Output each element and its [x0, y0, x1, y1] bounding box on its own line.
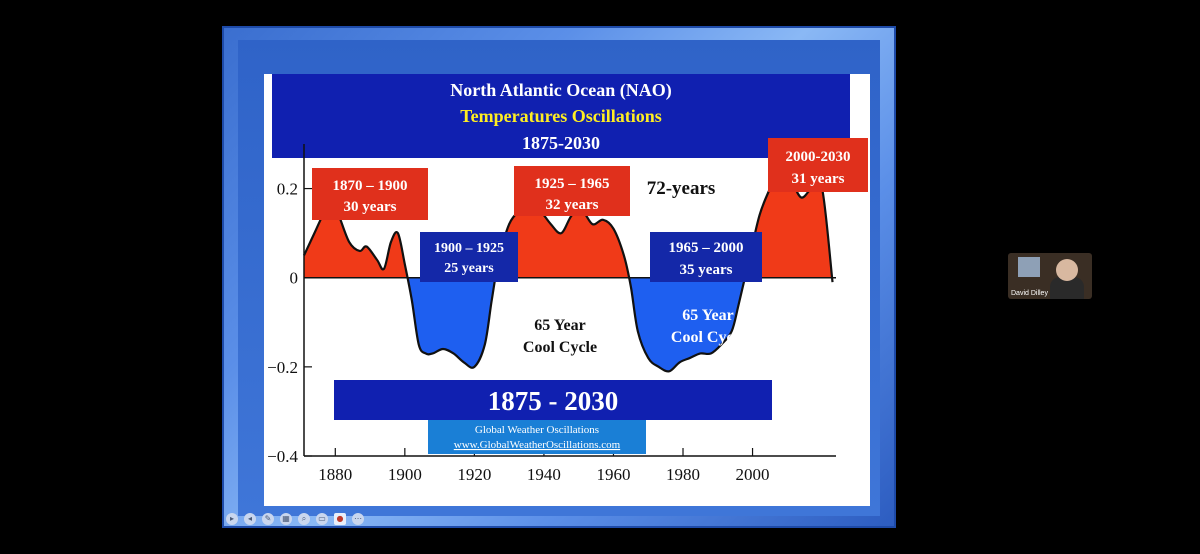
period-4-years: 35 years: [680, 262, 733, 278]
x-tick-label: 2000: [736, 465, 770, 484]
participant-name: David Dilley: [1011, 290, 1048, 297]
slide-title-line2: Temperatures Oscillations: [460, 106, 662, 126]
cycle-label: 72-years: [647, 178, 716, 199]
slide-edge: [850, 94, 858, 494]
x-tick-label: 1880: [318, 465, 352, 484]
participant-face: [1056, 259, 1078, 281]
period-3-years: 32 years: [546, 197, 599, 213]
slide-canvas: North Atlantic Ocean (NAO) Temperatures …: [267, 72, 868, 494]
slide-title-line1: North Atlantic Ocean (NAO): [450, 80, 671, 101]
range-banner: [334, 380, 772, 420]
temperature-curve: [303, 165, 834, 373]
cool-cycle-2-line2: Cool Cycle: [671, 329, 745, 346]
period-3-range: 1925 – 1965: [535, 176, 610, 192]
nao-chart: 1880 1900 1920 1940 1960 1980 2000 0.2 0 −0.2 −0.4: [267, 144, 836, 484]
y-tick-label: −0.4: [267, 447, 298, 466]
cool-cycle-2-line1: 65 Year: [682, 307, 733, 324]
period-label-1900-1925: [420, 232, 518, 282]
period-1-range: 1870 – 1900: [333, 178, 408, 194]
cool-phase-area: [407, 277, 833, 372]
more-icon[interactable]: ⋯: [352, 513, 364, 525]
cool-cycle-1-line2: Cool Cycle: [523, 339, 597, 356]
presentation-toolbar: ▸ ◂ ✎ ▦ ⌕ ▭ ● ⋯: [226, 512, 364, 526]
period-label-2000-2030: [768, 138, 868, 192]
x-tick-label: 1920: [457, 465, 491, 484]
search-icon[interactable]: ⌕: [298, 513, 310, 525]
chart-axes: 1880 1900 1920 1940 1960 1980 2000 0.2 0 −0.2 −0.4: [267, 144, 836, 484]
credit-line1: Global Weather Oscillations: [475, 424, 599, 436]
play-icon[interactable]: ▸: [226, 513, 238, 525]
participant-body: [1050, 277, 1084, 299]
y-tick-label: 0.2: [277, 180, 298, 199]
period-5-range: 2000-2030: [786, 149, 851, 165]
y-tick-label: 0: [290, 269, 299, 288]
x-tick-label: 1980: [666, 465, 700, 484]
cool-cycle-1-line1: 65 Year: [534, 317, 585, 334]
pen-icon[interactable]: ✎: [262, 513, 274, 525]
slide-title-line3: 1875-2030: [522, 133, 600, 153]
range-banner-text: 1875 - 2030: [488, 386, 619, 416]
credit-line2: www.GlobalWeatherOscillations.com: [454, 439, 621, 451]
period-2-years: 25 years: [444, 261, 494, 276]
period-5-years: 31 years: [792, 171, 845, 187]
period-label-1870-1900: [312, 168, 428, 220]
title-banner: [272, 72, 850, 158]
x-tick-label: 1960: [596, 465, 630, 484]
participant-video[interactable]: David Dilley: [1008, 253, 1092, 299]
subtitle-icon[interactable]: ▭: [316, 513, 328, 525]
credit-box: [428, 420, 646, 454]
slide: North Atlantic Ocean (NAO) Temperatures …: [264, 72, 870, 506]
period-label-1925-1965: [514, 166, 630, 216]
period-label-1965-2000: [650, 232, 762, 282]
record-icon[interactable]: ●: [334, 513, 346, 525]
x-tick-label: 1940: [527, 465, 561, 484]
video-background-window: [1018, 257, 1040, 277]
back-icon[interactable]: ◂: [244, 513, 256, 525]
grid-icon[interactable]: ▦: [280, 513, 292, 525]
x-tick-label: 1900: [388, 465, 422, 484]
period-2-range: 1900 – 1925: [434, 241, 504, 256]
y-tick-label: −0.2: [267, 358, 298, 377]
period-1-years: 30 years: [344, 199, 397, 215]
period-4-range: 1965 – 2000: [669, 240, 744, 256]
